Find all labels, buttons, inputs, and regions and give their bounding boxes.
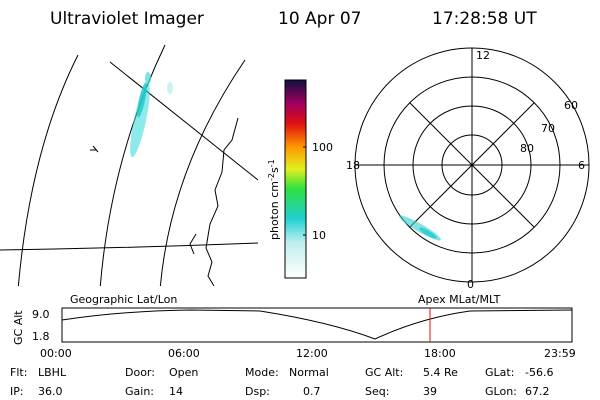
time: 17:28:58 UT xyxy=(432,9,537,29)
field-label: Door: xyxy=(125,366,155,379)
field-value: 36.0 xyxy=(38,385,63,398)
orbit-curve xyxy=(61,309,573,340)
mlt-label: 18 xyxy=(346,159,360,172)
field-label: Dsp: xyxy=(245,385,270,398)
map-panel xyxy=(0,44,258,286)
unit: s xyxy=(268,167,281,173)
date: 10 Apr 07 xyxy=(278,9,361,29)
field-value: Open xyxy=(169,366,198,379)
field-value: Normal xyxy=(289,366,329,379)
field-value: 14 xyxy=(169,385,183,398)
instrument-title: Ultraviolet Imager xyxy=(50,9,204,29)
x-label: 06:00 xyxy=(168,347,200,360)
colorbar-tick-label: 10 xyxy=(312,229,326,242)
field-value: 39 xyxy=(423,385,437,398)
field-label: IP: xyxy=(10,385,24,398)
field-value: 0.7 xyxy=(303,385,321,398)
colorbar-tick-label: 100 xyxy=(312,141,333,154)
polar-panel: 12 18 6 0 60 70 80 xyxy=(346,47,590,291)
field-value: 5.4 Re xyxy=(423,366,458,379)
orbit-right-title: Apex MLat/MLT xyxy=(418,293,501,306)
y-label: 1.8 xyxy=(32,330,50,343)
y-label: 9.0 xyxy=(32,308,50,321)
field-value: 67.2 xyxy=(525,385,550,398)
mlt-label: 0 xyxy=(467,278,474,291)
exponent: -1 xyxy=(267,159,276,167)
lat-label: 80 xyxy=(520,142,534,155)
x-label: 00:00 xyxy=(40,347,72,360)
field-label: Seq: xyxy=(365,385,389,398)
axis-label: GC Alt xyxy=(12,310,25,345)
field-label: Gain: xyxy=(125,385,154,398)
lat-label: 70 xyxy=(541,122,555,135)
field-label: GC Alt: xyxy=(365,366,403,379)
colorbar xyxy=(284,79,307,279)
unit: photon cm xyxy=(268,181,281,240)
exponent: -2 xyxy=(267,173,276,181)
orbit-box xyxy=(61,307,573,343)
field-label: Mode: xyxy=(245,366,279,379)
x-label: 23:59 xyxy=(544,347,576,360)
orbit-left-title: Geographic Lat/Lon xyxy=(70,293,177,306)
mlt-label: 6 xyxy=(578,159,585,172)
field-label: GLon: xyxy=(485,385,517,398)
colorbar-label: photon cm-2s-1 xyxy=(267,159,281,240)
x-label: 18:00 xyxy=(424,347,456,360)
field-value: LBHL xyxy=(38,366,67,379)
mlt-label: 12 xyxy=(476,49,490,62)
field-value: -56.6 xyxy=(525,366,553,379)
x-label: 12:00 xyxy=(296,347,328,360)
field-label: GLat: xyxy=(485,366,514,379)
field-label: Flt: xyxy=(10,366,27,379)
lat-label: 60 xyxy=(564,99,578,112)
